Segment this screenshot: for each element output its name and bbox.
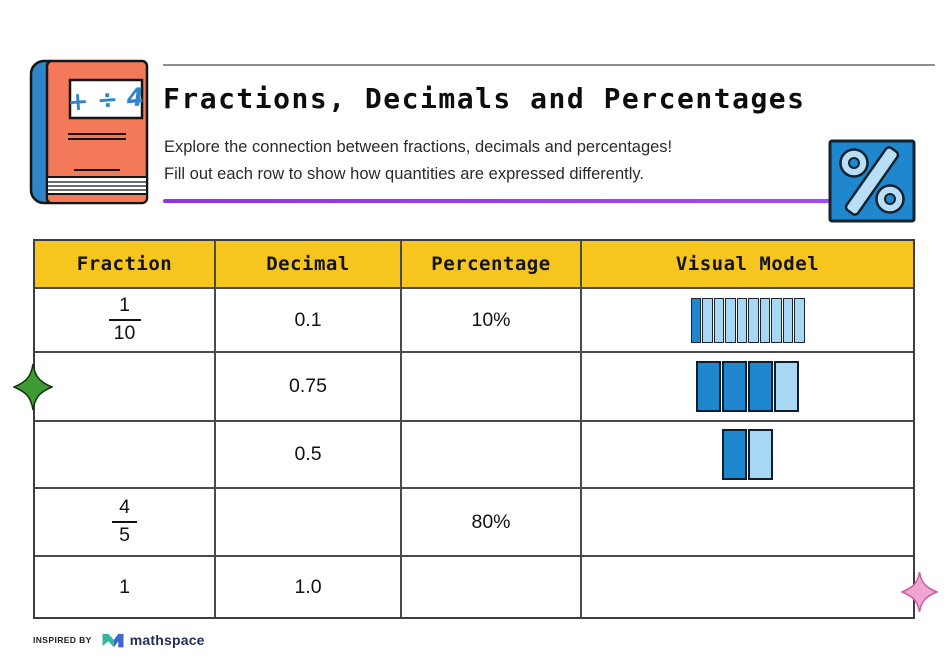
percentage-cell-row1: 10% xyxy=(402,287,582,351)
table-header-row: Fraction Decimal Percentage Visual Model xyxy=(35,241,913,287)
math-book-icon: + ÷ 4 xyxy=(29,59,149,205)
column-header-fraction: Fraction xyxy=(35,241,216,287)
fraction-cell-row1: 1 10 xyxy=(35,287,216,351)
header-rule xyxy=(163,64,935,66)
decimal-cell-row1: 0.1 xyxy=(216,287,402,351)
visual-model-cell-row1 xyxy=(582,287,913,351)
fraction-answer-cell-row3[interactable] xyxy=(35,420,216,487)
subtitle-line-1: Explore the connection between fractions… xyxy=(164,138,673,156)
accent-divider xyxy=(163,199,890,203)
fraction-cell-row4: 4 5 xyxy=(35,487,216,555)
percentage-answer-cell-row3[interactable] xyxy=(402,420,582,487)
table-row: 0.5 xyxy=(35,420,913,487)
column-header-percentage: Percentage xyxy=(402,241,582,287)
percentage-icon xyxy=(828,139,916,223)
mathspace-wordmark: mathspace xyxy=(129,631,205,648)
visual-model-answer-cell-row4[interactable] xyxy=(582,487,913,555)
fraction-cell-row5: 1 xyxy=(35,555,216,617)
fraction-denominator: 5 xyxy=(119,524,130,547)
visual-model-answer-cell-row5[interactable] xyxy=(582,555,913,617)
fraction-bar xyxy=(108,319,141,321)
visual-model-bar xyxy=(722,429,773,480)
column-header-decimal: Decimal xyxy=(216,241,402,287)
page-title: Fractions, Decimals and Percentages xyxy=(163,82,806,115)
fraction-bar xyxy=(112,521,137,523)
visual-model-cell-row2 xyxy=(582,351,913,420)
decimal-cell-row2: 0.75 xyxy=(216,351,402,420)
book-label: + ÷ 4 xyxy=(66,82,145,116)
fraction-denominator: 10 xyxy=(113,322,136,345)
column-header-visual-model: Visual Model xyxy=(675,253,820,275)
decimal-cell-row5: 1.0 xyxy=(216,555,402,617)
sparkle-green-icon xyxy=(13,363,53,411)
percentage-cell-row4: 80% xyxy=(402,487,582,555)
fractions-table: Fraction Decimal Percentage Visual Model… xyxy=(33,239,915,619)
fraction-answer-cell-row2[interactable] xyxy=(35,351,216,420)
fraction-numerator: 1 xyxy=(119,294,130,317)
visual-model-cell-row3 xyxy=(582,420,913,487)
mathspace-logo: mathspace xyxy=(101,630,205,649)
sparkle-pink-icon xyxy=(901,571,938,613)
percentage-answer-cell-row5[interactable] xyxy=(402,555,582,617)
visual-model-bar xyxy=(690,297,805,343)
fraction-value: 1 10 xyxy=(108,294,141,345)
decimal-answer-cell-row4[interactable] xyxy=(216,487,402,555)
percentage-answer-cell-row2[interactable] xyxy=(402,351,582,420)
fraction-numerator: 4 xyxy=(119,496,130,519)
table-row: 4 5 80% xyxy=(35,487,913,555)
inspired-by-label: INSPIRED BY xyxy=(33,634,92,645)
page-subtitle: Explore the connection between fractions… xyxy=(164,134,672,188)
mathspace-m-icon xyxy=(102,633,124,648)
table-row: 1 1.0 xyxy=(35,555,913,617)
table-row: 1 10 0.1 10% xyxy=(35,287,913,351)
footer: INSPIRED BY mathspace xyxy=(33,630,205,649)
fraction-value: 4 5 xyxy=(112,496,137,547)
decimal-cell-row3: 0.5 xyxy=(216,420,402,487)
table-row: 0.75 xyxy=(35,351,913,420)
subtitle-line-2: Fill out each row to show how quantities… xyxy=(164,165,644,183)
visual-model-bar xyxy=(696,361,799,412)
